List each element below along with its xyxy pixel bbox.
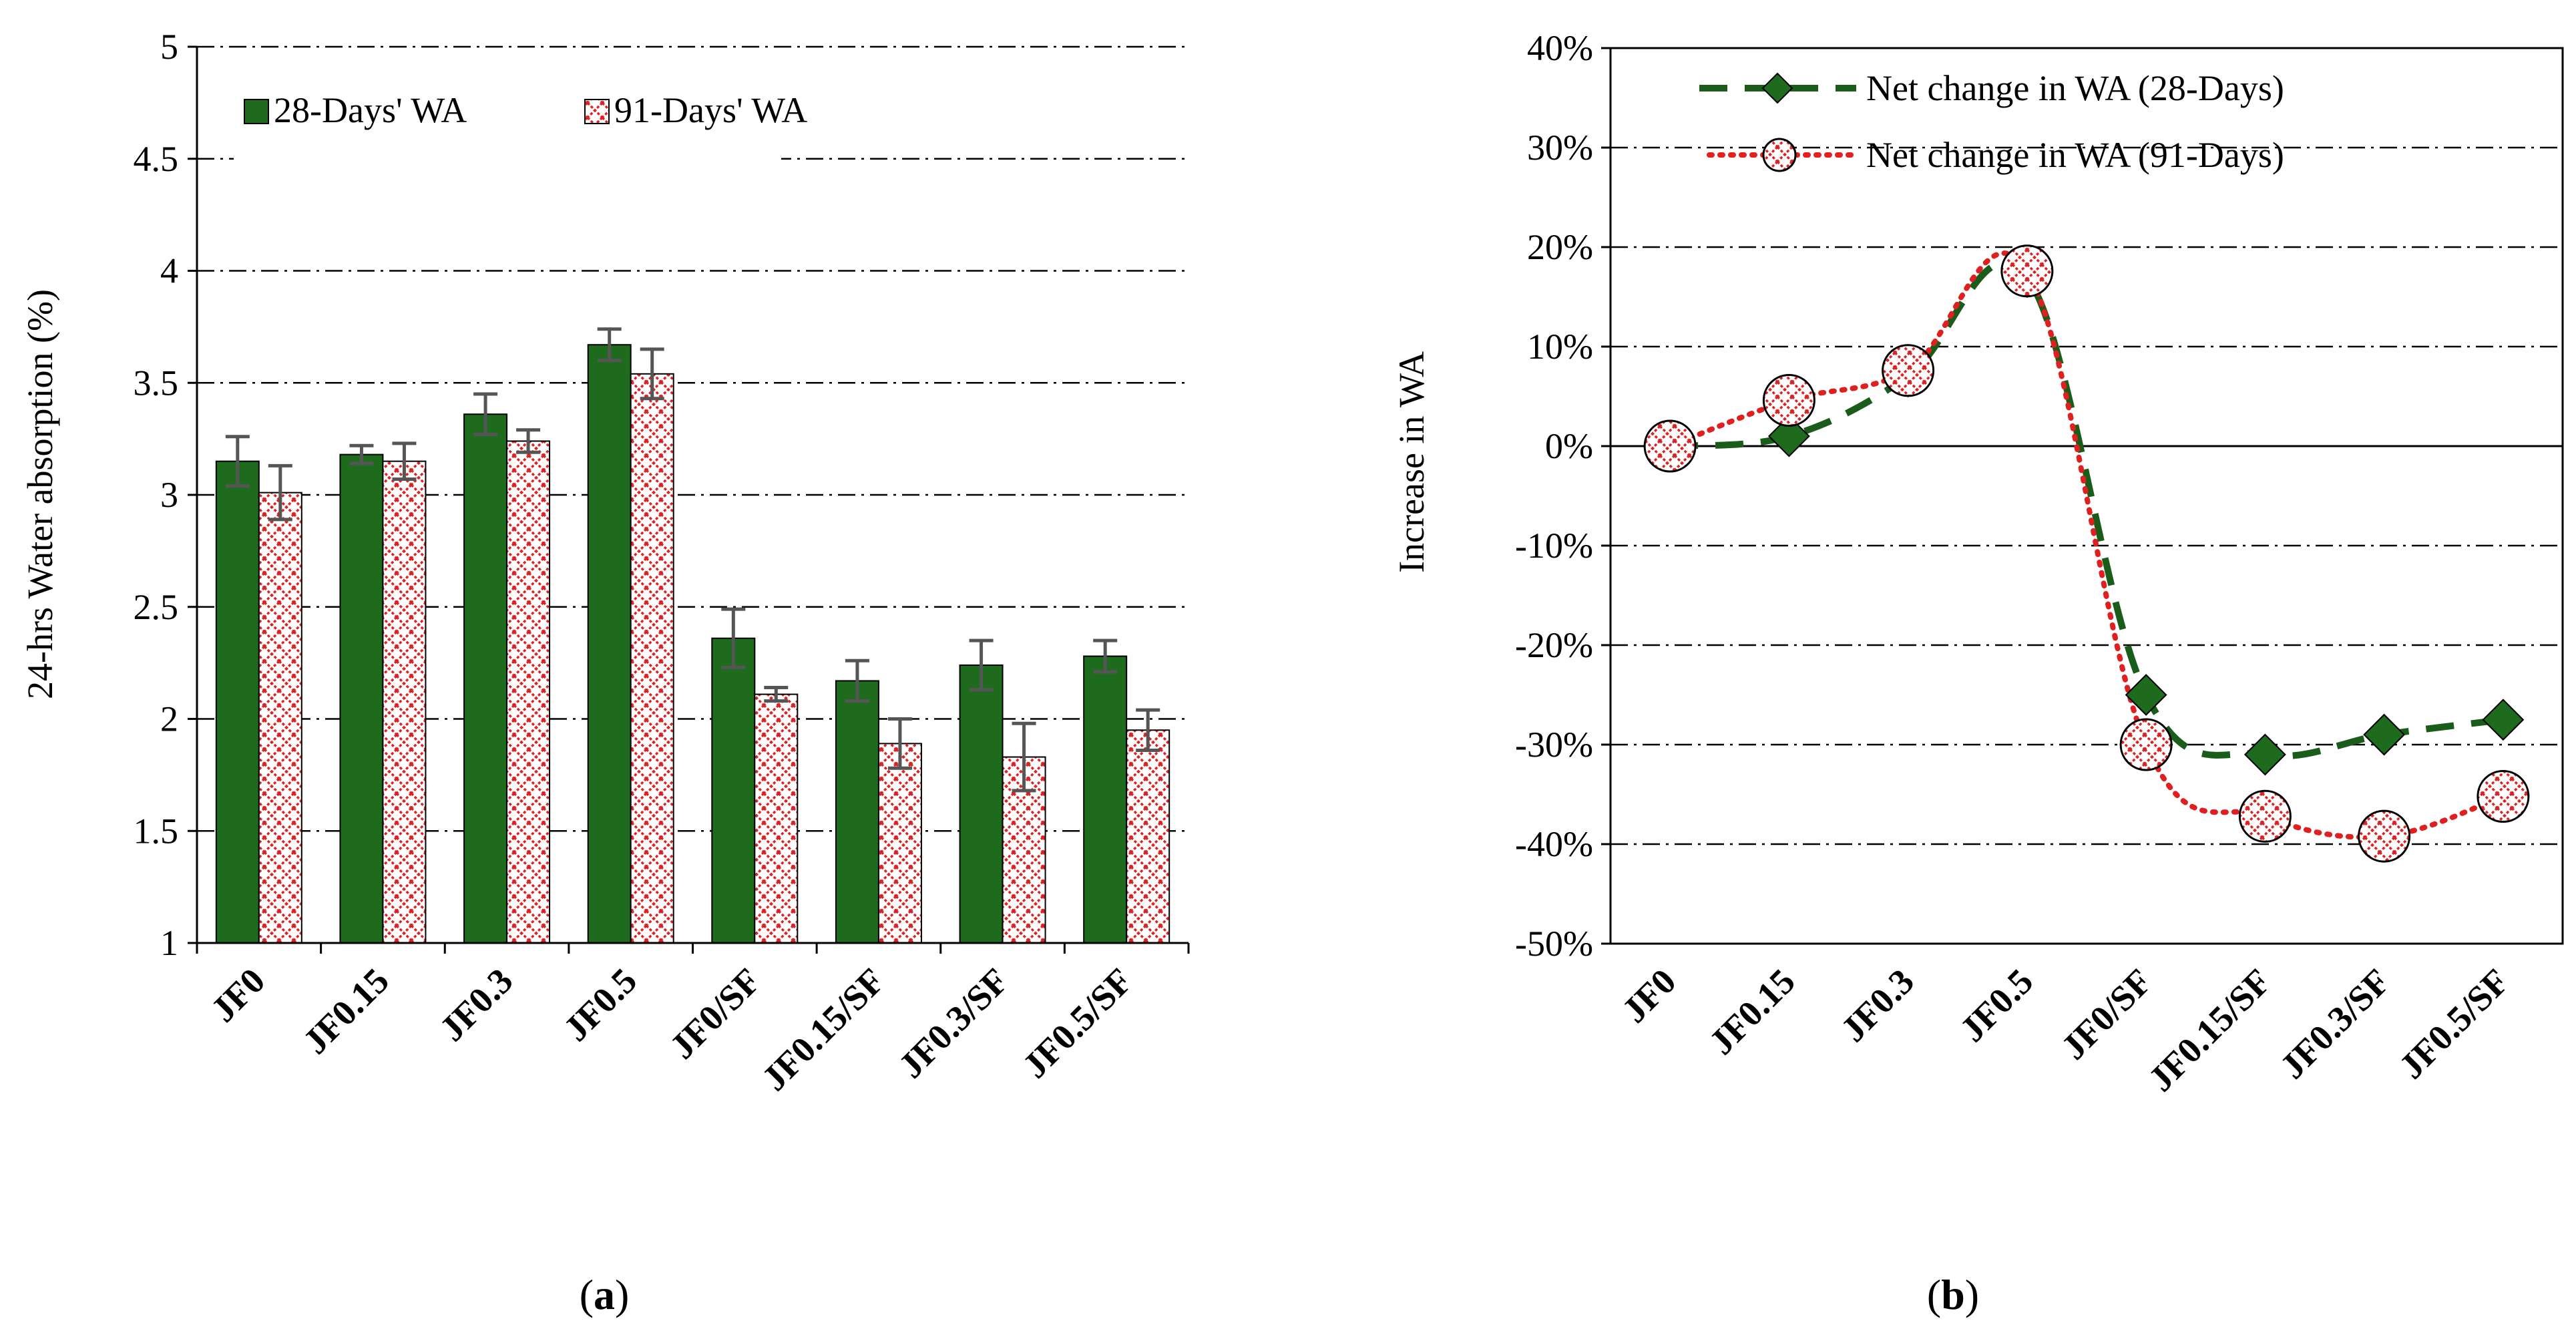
caption-b: (b) [1927,1271,1979,1318]
chart-a-y-tick-label: 1.5 [134,811,179,851]
chart-b-category-label: JF0.15 [1701,961,1803,1063]
bar-28-days-JF0.15/SF [835,680,879,944]
chart-b-legend: Net change in WA (28-Days) Net change in… [1699,68,2284,175]
chart-b-y-tick-label: 10% [1527,327,1593,367]
chart-a-category-label: JF0.3 [432,960,521,1049]
chart-b-category-label: JF0.5/SF [2392,961,2517,1087]
marker-91-days-JF0 [1643,419,1697,473]
chart-a-category-label: JF0.5 [556,960,645,1049]
chart-b-legend-label-91-days: Net change in WA (91-Days) [1866,135,2284,175]
chart-a-category-label: JF0.15 [295,960,397,1062]
marker-91-days-JF0/SF [2119,718,2173,771]
bar-28-days-JF0.15 [339,453,384,944]
chart-b-category-label: JF0.3 [1834,961,1922,1050]
chart-a-y-tick-labels: 1 1.5 2 2.5 3 3.5 4 4.5 5 [134,27,179,963]
chart-a-legend: 28-Days' WA 91-Days' WA [234,90,807,166]
chart-b-category-label: JF0.5 [1952,961,2041,1050]
bar-91-days-JF0 [258,492,302,944]
marker-28-days-JF0.15 [1767,415,1810,457]
bar-28-days-JF0.3 [463,413,508,944]
chart-b-category-label: JF0 [1615,961,1684,1030]
chart-b-category-label: JF0.3/SF [2272,961,2398,1087]
chart-a-category-label: JF0 [203,960,272,1030]
marker-28-days-JF0.3/SF [2363,713,2406,756]
chart-a-category-label: JF0/SF [662,960,769,1067]
chart-a-category-label: JF0.3/SF [891,960,1016,1086]
marker-28-days-JF0.15/SF [2243,733,2286,776]
marker-91-days-JF0.15/SF [2238,789,2292,843]
chart-a-y-tick-label: 4 [160,251,178,291]
chart-a-legend-box [234,99,781,166]
chart-a-category-label: JF0.15/SF [755,960,893,1099]
chart-b-y-tick-label: -30% [1515,725,1593,765]
caption-a: (a) [580,1271,630,1318]
chart-b-y-tick-label: -50% [1515,924,1593,964]
marker-91-days-JF0.3/SF [2358,809,2411,863]
marker-91-days-JF0.5/SF [2477,769,2530,823]
chart-a-legend-swatch-91-days [584,99,610,124]
bar-28-days-JF0.3/SF [959,664,1004,944]
marker-28-days-JF0.5/SF [2482,699,2525,741]
chart-b-y-tick-label: -20% [1515,625,1593,665]
chart-b-legend-marker-28-days [1761,72,1793,104]
chart-a-category-labels: JF0 JF0.15 JF0.3 JF0.5 JF0/SFJF0.15/SFJF0.3/… [203,960,1140,1099]
bar-91-days-JF0.15 [382,460,427,944]
bar-91-days-JF0/SF [754,693,799,944]
marker-91-days-JF0.15 [1762,373,1815,427]
chart-a-error-bars [225,327,1160,793]
chart-a-y-tick-label: 3 [160,475,178,515]
chart-b-legend-label-28-days: Net change in WA (28-Days) [1866,68,2284,108]
chart-b-category-label: JF0/SF [2054,961,2160,1067]
marker-91-days-JF0.5 [2000,244,2054,298]
chart-a-legend-label-28-days: 28-Days' WA [274,90,467,130]
chart-b-y-tick-label: 20% [1527,227,1593,267]
chart-b-y-tick-label: 0% [1545,426,1593,466]
chart-a-y-tick-label: 2.5 [134,587,179,627]
chart-b-category-labels: JF0 JF0.15 JF0.3 JF0.5 JF0/SFJF0.15/SFJF0.3/… [1615,961,2517,1099]
bar-28-days-JF0.5 [587,344,632,944]
chart-b-y-tick-labels: -50% -40% -30% -20% -10% 0% 10% 20% 30% 40% [1515,28,1593,964]
chart-b-axes [1601,47,2564,945]
chart-b-markers [1643,244,2530,863]
chart-b-y-tick-label: -10% [1515,526,1593,566]
chart-b-legend-marker-91-days [1762,138,1797,172]
bar-28-days-JF0/SF [711,637,756,944]
marker-91-days-JF0.3 [1882,344,1935,397]
bar-91-days-JF0.15/SF [877,743,922,944]
chart-a-y-tick-label: 1 [160,923,178,963]
bar-91-days-JF0.5 [630,373,674,944]
chart-a-category-label: JF0.5/SF [1015,960,1140,1086]
bar-91-days-JF0.5/SF [1126,729,1170,944]
chart-a-y-tick-label: 4.5 [134,139,179,179]
chart-b-y-axis-title: Increase in WA [1391,351,1432,573]
bar-28-days-JF0.5/SF [1083,655,1128,944]
chart-a-y-tick-label: 5 [160,27,178,67]
chart-a-y-axis-title: 24-hrs Water absorption (%) [20,289,60,699]
bar-28-days-JF0 [215,460,260,944]
chart-b-category-label: JF0.15/SF [2141,961,2279,1099]
chart-b-y-tick-label: -40% [1515,824,1593,864]
chart-a-bars [215,344,1170,944]
chart-b-series-lines [1667,250,2506,840]
chart-a: 11.522.533.544.55 JF0 JF0.15 JF0.3 JF0.5 JF0… [20,27,1190,1099]
chart-b-line-28-days [1669,259,2504,760]
marker-28-days-JF0/SF [2125,674,2167,716]
bar-91-days-JF0.3 [506,440,551,944]
chart-a-legend-swatch-28-days [244,99,269,124]
chart-a-y-tick-label: 3.5 [134,363,179,403]
chart-b-plot-frame [1609,47,2564,945]
chart-a-y-tick-label: 2 [160,699,178,739]
chart-b-y-tick-label: 40% [1527,28,1593,68]
chart-b-y-tick-label: 30% [1527,128,1593,168]
chart-b: -50%-40%-30%-20%-10%0%10%20%30%40% JF0 JF… [1391,28,2564,1099]
chart-a-legend-label-91-days: 91-Days' WA [614,90,807,130]
chart-a-axes [188,45,1190,954]
chart-b-gridlines [1611,146,2563,845]
